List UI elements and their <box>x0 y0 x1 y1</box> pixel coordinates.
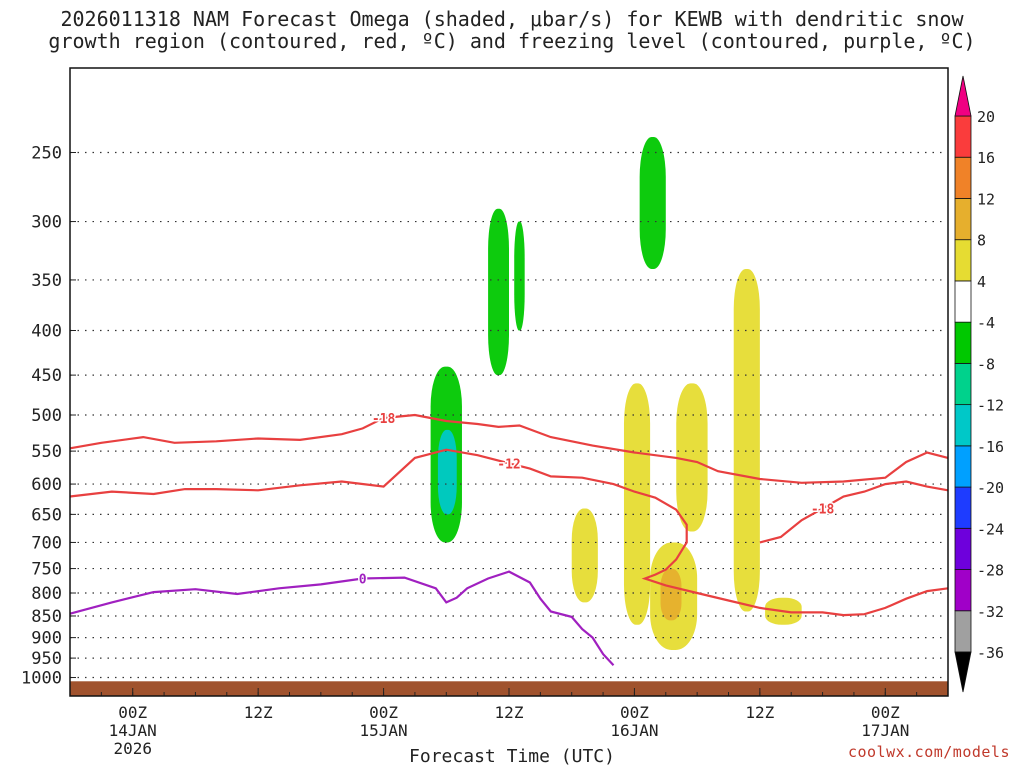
y-tick-label: 600 <box>31 475 62 495</box>
x-tick-year: 2026 <box>113 739 152 758</box>
omega-shade-yellow-6 <box>571 508 598 603</box>
y-tick-label: 700 <box>31 533 62 553</box>
omega-shade-green-3 <box>514 221 525 331</box>
y-tick-label: 900 <box>31 629 62 649</box>
x-tick-label: 12Z <box>745 703 774 722</box>
colorbar-label: 4 <box>977 273 986 291</box>
x-tick-label: 00Z <box>369 703 398 722</box>
colorbar-label: 8 <box>977 232 986 250</box>
colorbar-segment <box>954 527 972 570</box>
contour-label: 0 <box>359 573 367 588</box>
y-tick-label: 650 <box>31 505 62 525</box>
y-tick-label: 300 <box>31 213 62 233</box>
colorbar-label: 12 <box>977 190 995 208</box>
colorbar-segment <box>954 280 972 323</box>
chart-title: 2026011318 NAM Forecast Omega (shaded, μ… <box>0 8 1024 52</box>
y-tick-label: 350 <box>31 271 62 291</box>
omega-shade-yellow-7 <box>623 383 651 625</box>
x-tick-label: 12Z <box>244 703 273 722</box>
colorbar-segment <box>954 362 972 406</box>
contour-0-3 <box>69 570 615 666</box>
omega-shade-yellow-10 <box>676 383 708 532</box>
y-tick-label: 500 <box>31 406 62 426</box>
x-tick-date: 16JAN <box>610 721 658 740</box>
colorbar-label: 16 <box>977 149 995 167</box>
colorbar-label: -28 <box>977 562 1004 580</box>
omega-shade-orange-9 <box>660 568 682 621</box>
colorbar-segment <box>954 404 972 447</box>
colorbar-label: -16 <box>977 438 1004 456</box>
colorbar-segment <box>954 156 972 199</box>
y-tick-label: 450 <box>31 366 62 386</box>
contour--18-2 <box>759 480 949 544</box>
colorbar-segment <box>954 486 972 529</box>
contour-label: -18 <box>811 503 835 518</box>
y-tick-label: 800 <box>31 584 62 604</box>
colorbar-segment <box>954 321 972 364</box>
colorbar-label: 20 <box>977 108 995 126</box>
colorbar-label: -24 <box>977 520 1004 538</box>
contour--12-1 <box>69 448 949 617</box>
x-tick-label: 00Z <box>118 703 147 722</box>
colorbar-label: -32 <box>977 603 1004 621</box>
colorbar-segment <box>954 239 972 282</box>
plot-border <box>69 67 949 697</box>
y-tick-label: 400 <box>31 322 62 342</box>
omega-shade-green-2 <box>488 208 509 376</box>
colorbar-segment <box>954 445 972 488</box>
omega-shade-teal-1 <box>437 429 457 515</box>
y-tick-label: 550 <box>31 442 62 462</box>
x-tick-date: 14JAN <box>109 721 157 740</box>
y-tick-label: 250 <box>31 144 62 164</box>
colorbar-segment <box>954 198 972 241</box>
colorbar-segment <box>954 115 972 158</box>
colorbar-bottom-arrow <box>954 651 972 693</box>
x-axis-title: Forecast Time (UTC) <box>409 746 615 767</box>
colorbar-segment <box>954 610 972 653</box>
x-tick-label: 12Z <box>495 703 524 722</box>
contour-label: -12 <box>497 457 520 472</box>
x-tick-date: 17JAN <box>861 721 909 740</box>
colorbar-segment <box>954 569 972 612</box>
colorbar-label: -36 <box>977 644 1004 662</box>
omega-shade-yellow-5 <box>733 268 760 612</box>
colorbar-top-arrow <box>954 75 972 117</box>
x-tick-label: 00Z <box>620 703 649 722</box>
credit-link[interactable]: coolwx.com/models <box>847 743 1010 761</box>
x-tick-date: 15JAN <box>359 721 407 740</box>
contour-label: -18 <box>372 412 396 427</box>
chart-title-line2: growth region (contoured, red, ºC) and f… <box>48 29 976 53</box>
contour--18-0 <box>69 413 949 484</box>
omega-shade-green-4 <box>639 137 666 269</box>
colorbar-label: -4 <box>977 314 995 332</box>
y-tick-label: 850 <box>31 607 62 627</box>
y-tick-label: 750 <box>31 560 62 580</box>
chart-title-line1: 2026011318 NAM Forecast Omega (shaded, μ… <box>60 7 964 31</box>
y-tick-label: 1000 <box>21 669 62 689</box>
colorbar-label: -8 <box>977 355 995 373</box>
x-tick-label: 00Z <box>871 703 900 722</box>
colorbar-label: -12 <box>977 397 1004 415</box>
colorbar-label: -20 <box>977 479 1004 497</box>
plot-area <box>70 68 948 696</box>
y-tick-label: 950 <box>31 649 62 669</box>
